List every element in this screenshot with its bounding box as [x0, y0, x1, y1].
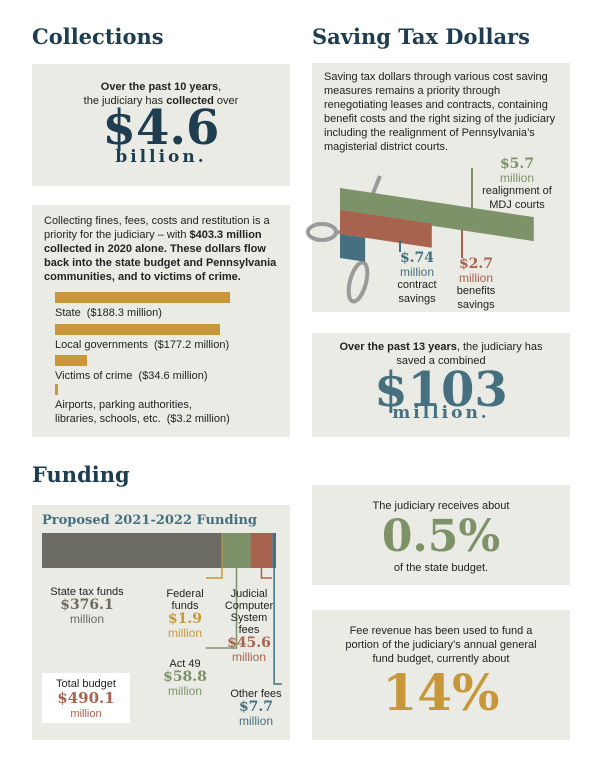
heading: Saving Tax Dollars: [312, 24, 530, 49]
value-label: $45.6: [227, 635, 271, 651]
value-label: ($177.2 million): [153, 339, 230, 351]
category-label: Other fees: [230, 688, 282, 700]
heading: Collections: [32, 24, 164, 49]
bar: [340, 210, 432, 248]
bar-segment: [222, 533, 251, 568]
category-label: Local governments: [55, 339, 148, 351]
unit-label: million: [399, 265, 434, 279]
panel: [32, 64, 290, 186]
callout-text: of the state budget.: [393, 562, 489, 574]
value-label: ($188.3 million): [86, 307, 162, 319]
figure-unit: billion.: [115, 147, 207, 167]
paragraph: Collecting fines, fees, costs and restit…: [44, 214, 280, 284]
leader-line: [273, 568, 282, 685]
unit-label: million: [458, 271, 493, 285]
category-label: Act 49: [169, 658, 201, 670]
category-label: Victims of crime: [55, 370, 133, 382]
bar-label: Local governments ($177.2 million): [55, 338, 285, 352]
big-figure: 14%: [382, 663, 500, 722]
value-label: $.74: [399, 250, 435, 266]
value-label: $2.7: [458, 256, 494, 272]
unit-label: million: [238, 714, 273, 728]
callout-text: Fee revenue has been used to fund a port…: [345, 625, 537, 665]
category-label: realignment of MDJ courts: [482, 185, 552, 211]
value-label: $5.7: [499, 156, 535, 172]
total-box: [42, 673, 130, 723]
bar-label: State ($188.3 million): [55, 306, 285, 320]
text-run: collected: [166, 95, 214, 107]
bar: [55, 384, 58, 395]
big-figure: $4.6: [102, 100, 220, 156]
paragraph: Saving tax dollars through various cost …: [324, 71, 556, 153]
leader-line: [260, 568, 272, 579]
text-run: ,: [218, 81, 222, 93]
value-label: ($3.2 million): [166, 413, 230, 425]
unit-label: million: [231, 650, 266, 664]
text-run: Collecting fines, fees, costs and restit…: [44, 215, 270, 241]
bar-segment: [250, 533, 273, 568]
panel: [32, 205, 290, 437]
bar: [55, 324, 220, 335]
total-value: $490.1: [57, 689, 115, 707]
bar-segment: [272, 533, 276, 568]
heading: Funding: [32, 462, 130, 487]
bar: [340, 188, 534, 242]
category-label: State tax funds: [50, 586, 124, 598]
unit-label: million: [167, 684, 202, 698]
text-run: , the judiciary has saved a combined: [396, 341, 543, 367]
callout-text: The judiciary receives about: [372, 500, 510, 512]
total-unit: million: [70, 708, 102, 720]
bar: [55, 355, 88, 366]
leader-line: [206, 568, 223, 579]
big-figure: 0.5%: [381, 511, 501, 562]
figure-unit: million.: [392, 403, 490, 423]
category-label: State: [55, 307, 81, 319]
bar-label: Airports, parking authorities, libraries…: [55, 398, 235, 426]
bar-segment: [42, 533, 222, 568]
big-figure: $103: [374, 362, 508, 418]
leader-line: [206, 568, 238, 649]
intro-line: Over the past 10 years,: [32, 80, 290, 94]
value-label: ($34.6 million): [138, 370, 208, 382]
chart-title: Proposed 2021-2022 Funding: [42, 513, 258, 528]
intro-line: the judiciary has collected over: [32, 94, 290, 108]
category-label: Federal funds: [166, 588, 204, 612]
intro-line: Over the past 13 years, the judiciary ha…: [330, 340, 552, 368]
unit-label: million: [499, 171, 534, 185]
panel: [312, 485, 570, 585]
value-label: $58.8: [163, 669, 207, 685]
bar-segment: [221, 533, 223, 568]
category-label: Airports, parking authorities, libraries…: [55, 399, 192, 425]
bar-label: Victims of crime ($34.6 million): [55, 369, 285, 383]
category-label: Judicial Computer System fees: [224, 588, 274, 636]
bar: [55, 292, 231, 303]
text-run: over: [213, 95, 239, 107]
value-label: $376.1: [60, 597, 114, 613]
text-run: the judiciary has: [83, 95, 167, 107]
category-label: contract savings: [397, 279, 437, 305]
unit-label: million: [69, 612, 104, 626]
total-name: Total budget: [56, 678, 116, 690]
text-run: Over the past 13 years: [339, 341, 457, 353]
value-label: $1.9: [167, 611, 203, 627]
value-label: $7.7: [238, 699, 274, 715]
text-run: $403.3 million collected in 2020 alone. …: [44, 229, 277, 283]
text-run: Over the past 10 years: [100, 81, 219, 93]
unit-label: million: [167, 626, 202, 640]
category-label: benefits savings: [456, 285, 496, 311]
panel: [312, 610, 570, 740]
bar: [340, 234, 366, 262]
panel: [312, 333, 570, 437]
